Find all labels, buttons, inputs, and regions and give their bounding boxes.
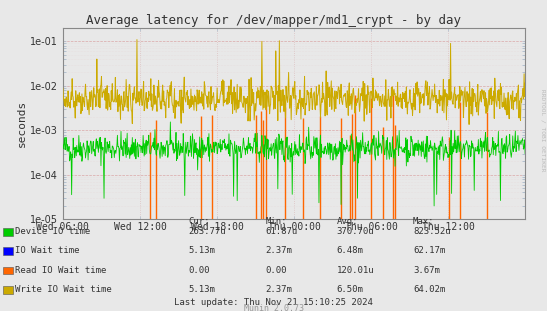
Text: 5.13m: 5.13m [189,285,216,294]
Y-axis label: seconds: seconds [18,100,27,147]
Text: 0.00: 0.00 [189,266,210,275]
Text: 823.52u: 823.52u [413,227,451,236]
Text: 3.67m: 3.67m [413,266,440,275]
Text: 5.13m: 5.13m [189,247,216,255]
Text: Min:: Min: [265,216,287,225]
Text: 62.17m: 62.17m [413,247,445,255]
Text: 263.77u: 263.77u [189,227,226,236]
Text: 6.48m: 6.48m [336,247,363,255]
Text: IO Wait time: IO Wait time [15,247,80,255]
Text: Munin 2.0.73: Munin 2.0.73 [243,304,304,311]
Text: Average latency for /dev/mapper/md1_crypt - by day: Average latency for /dev/mapper/md1_cryp… [86,14,461,27]
Text: Avg:: Avg: [336,216,358,225]
Text: 61.87u: 61.87u [265,227,298,236]
Text: 0.00: 0.00 [265,266,287,275]
Text: Last update: Thu Nov 21 15:10:25 2024: Last update: Thu Nov 21 15:10:25 2024 [174,298,373,307]
Text: Max:: Max: [413,216,434,225]
Text: Device IO time: Device IO time [15,227,91,236]
Text: 6.50m: 6.50m [336,285,363,294]
Text: RRDTOOL / TOBI OETIKER: RRDTOOL / TOBI OETIKER [541,89,546,172]
Text: 64.02m: 64.02m [413,285,445,294]
Text: 2.37m: 2.37m [265,247,292,255]
Text: 2.37m: 2.37m [265,285,292,294]
Text: Read IO Wait time: Read IO Wait time [15,266,107,275]
Text: 120.01u: 120.01u [336,266,374,275]
Text: 370.70u: 370.70u [336,227,374,236]
Text: Write IO Wait time: Write IO Wait time [15,285,112,294]
Text: Cur:: Cur: [189,216,210,225]
